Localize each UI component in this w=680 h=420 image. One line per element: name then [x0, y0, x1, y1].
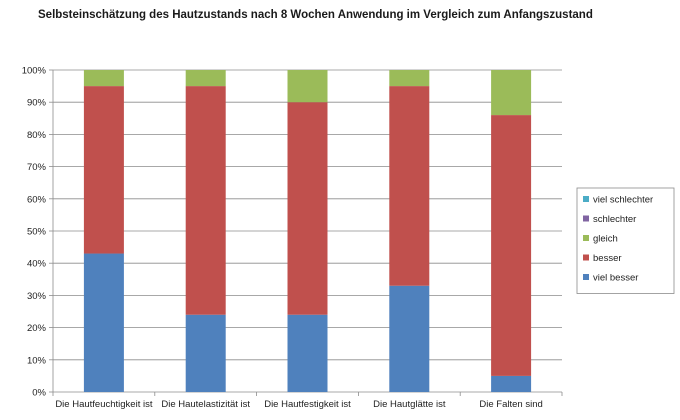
x-category-label: Die Hautglätte ist: [373, 399, 446, 410]
legend-label: schlechter: [593, 214, 636, 225]
y-tick-label: 100%: [22, 66, 47, 77]
legend-swatch: [583, 235, 589, 241]
y-tick-label: 60%: [27, 194, 47, 205]
bar-segment: [83, 86, 124, 254]
legend-label: besser: [593, 253, 622, 264]
y-tick-label: 0%: [32, 388, 46, 399]
y-tick-label: 40%: [27, 259, 47, 270]
legend-swatch: [583, 274, 589, 280]
chart-title: Selbsteinschätzung des Hautzustands nach…: [38, 9, 593, 21]
x-category-label: Die Falten sind: [479, 399, 542, 410]
y-tick-label: 70%: [27, 162, 47, 173]
legend-box: [576, 187, 675, 294]
y-tick-label: 80%: [27, 130, 47, 141]
legend-swatch: [583, 254, 589, 261]
bar-segment: [287, 314, 328, 392]
bar-segment: [185, 86, 226, 315]
bar-segment: [185, 314, 226, 392]
x-category-label: Die Hautelastizität ist: [161, 399, 250, 410]
bar-segment: [491, 115, 532, 376]
legend-label: gleich: [593, 234, 618, 245]
bar-segment: [491, 70, 532, 116]
x-category-label: Die Hautfestigkeit ist: [264, 399, 351, 410]
legend-swatch: [583, 196, 589, 202]
bar-segment: [83, 253, 124, 392]
y-tick-label: 90%: [27, 98, 47, 109]
bar-segment: [491, 375, 532, 392]
legend-swatch: [583, 215, 589, 222]
x-category-label: Die Hautfeuchtigkeit ist: [55, 399, 153, 410]
bar-segment: [389, 70, 430, 87]
legend-label: viel schlechter: [593, 195, 653, 206]
y-tick-label: 50%: [27, 227, 47, 238]
bar-segment: [287, 70, 328, 103]
bar-segment: [83, 70, 124, 87]
bar-segment: [287, 102, 328, 315]
bar-segment: [185, 70, 226, 87]
y-tick-label: 20%: [27, 323, 47, 334]
bar-segment: [389, 86, 430, 286]
y-tick-label: 10%: [27, 355, 47, 366]
bar-segment: [389, 285, 430, 392]
legend-label: viel besser: [593, 273, 638, 284]
y-tick-label: 30%: [27, 291, 47, 302]
